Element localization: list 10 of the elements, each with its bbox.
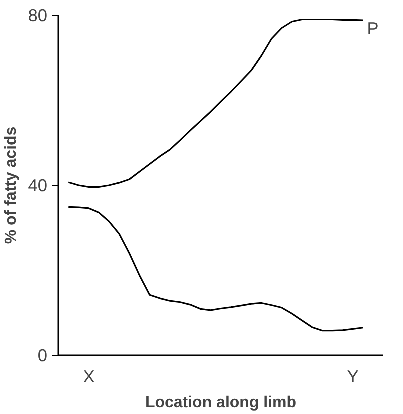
- line-series: [68, 18, 364, 188]
- y-tick-label: 0: [38, 346, 48, 366]
- x-tick-label: Y: [347, 366, 360, 386]
- y-axis-title: % of fatty acids: [3, 126, 20, 244]
- y-tick-label: 40: [28, 176, 48, 196]
- series-label: P: [367, 18, 379, 39]
- line-series: [68, 206, 364, 332]
- y-tick-label: 80: [28, 6, 48, 26]
- x-tick-label: X: [83, 366, 96, 386]
- x-axis-title: Location along limb: [145, 394, 297, 412]
